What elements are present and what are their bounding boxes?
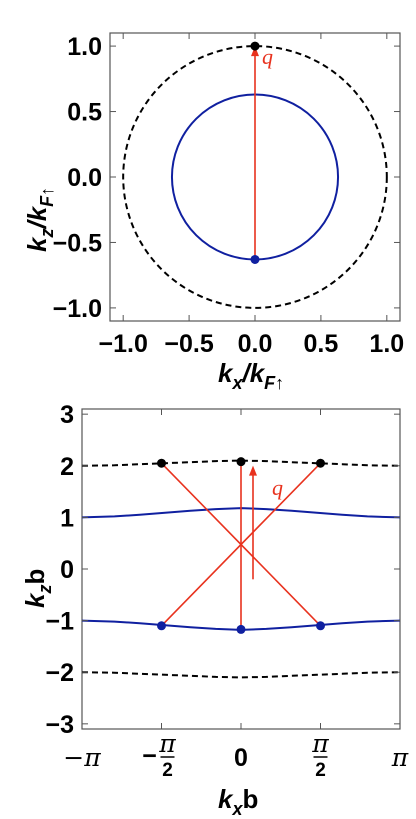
point-blue-3	[157, 621, 166, 631]
bottom-x-tick-text: π	[391, 743, 409, 772]
bottom-x-tick-label: −π	[63, 743, 101, 772]
top-x-tick-label: −0.5	[164, 330, 213, 358]
bottom-y-axis-label: kzb	[20, 569, 55, 608]
top-x-axis-label: kx/kF↑	[218, 358, 284, 393]
bottom-x-tick-text: 0	[234, 744, 248, 772]
top-y-axis-label: kz/kF↑	[22, 187, 57, 252]
top-chart-ticks: −1.0 −0.5 0.0 0.5 1.0 −1.0 −0.5 0.0 0.5 1.0	[53, 33, 404, 358]
q-arrow-head	[251, 46, 259, 57]
point-blue-5	[316, 621, 325, 631]
top-chart-content	[122, 41, 388, 309]
point-black-2	[316, 458, 325, 468]
bottom-x-tick-label: − π2	[142, 729, 176, 781]
top-x-tick-label: 0.0	[238, 330, 273, 358]
top-chart: −1.0 −0.5 0.0 0.5 1.0 −1.0 −0.5 0.0 0.5 1.0 kx/kF…	[22, 32, 404, 393]
top-y-tick-label: 1.0	[67, 33, 102, 61]
point-blue-1	[250, 254, 260, 264]
bottom-y-tick-label: 2	[60, 453, 74, 481]
top-q-vector-label: q⃗	[262, 44, 290, 69]
bottom-y-tick-label: −2	[45, 659, 74, 687]
bottom-x-tick-sign: −	[142, 742, 157, 770]
bottom-x-axis-label: kxb	[218, 784, 258, 819]
top-x-tick-label: −1.0	[99, 330, 148, 358]
bottom-chart-content	[81, 457, 401, 679]
bottom-x-tick-numerator: π	[311, 729, 329, 758]
top-y-tick-label: −1.0	[53, 295, 102, 323]
top-x-tick-label: 0.5	[304, 330, 339, 358]
q-arrow-head	[249, 465, 257, 476]
top-y-tick-label: −0.5	[53, 229, 102, 257]
top-y-tick-label: 0.5	[67, 99, 102, 127]
bottom-y-tick-label: 3	[60, 401, 74, 429]
point-blue-4	[236, 624, 246, 634]
bottom-y-tick-label: −3	[45, 711, 74, 739]
bottom-y-tick-label: 0	[60, 556, 74, 584]
bottom-x-tick-label: π2	[311, 729, 329, 781]
point-black-1	[236, 457, 246, 467]
dashed-band-3	[81, 671, 401, 679]
bottom-x-tick-text: −π	[63, 743, 101, 772]
bottom-x-tick-denominator: 2	[162, 760, 173, 781]
top-y-tick-label: 0.0	[67, 164, 102, 192]
point-black-0	[157, 458, 166, 468]
bottom-x-tick-label: π	[391, 743, 409, 772]
bottom-x-tick-denominator: 2	[315, 760, 326, 781]
bottom-x-tick-label: 0	[234, 744, 248, 772]
bottom-y-tick-label: −1	[45, 608, 74, 636]
dashed-circle-0	[122, 45, 388, 309]
bottom-q-vector-label: q⃗	[272, 475, 300, 500]
bottom-y-tick-label: 1	[60, 504, 74, 532]
top-x-tick-label: 1.0	[369, 330, 404, 358]
bottom-x-tick-numerator: π	[158, 729, 176, 758]
point-black-0	[250, 41, 260, 51]
dashed-band-0	[81, 459, 401, 467]
